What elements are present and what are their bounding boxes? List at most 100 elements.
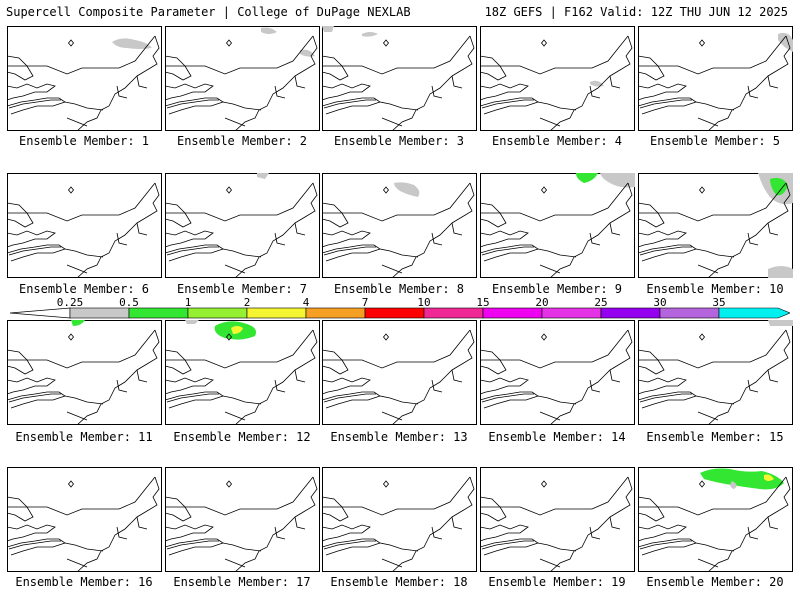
scp-shading xyxy=(730,481,737,489)
scp-shading xyxy=(768,266,793,278)
station-marker-icon xyxy=(698,480,706,488)
colorbar-tick-label: 30 xyxy=(653,296,667,309)
map-panel-member-1 xyxy=(7,26,162,131)
map-boundary xyxy=(7,97,66,115)
map-boundary xyxy=(537,542,577,552)
scp-shading xyxy=(300,49,315,57)
map-boundary xyxy=(222,101,262,111)
map-boundary xyxy=(697,558,719,568)
map-border xyxy=(7,467,162,572)
panel-label-member-9: Ensemble Member: 9 xyxy=(491,282,623,296)
scp-shading xyxy=(362,32,378,37)
map-boundary xyxy=(480,476,629,516)
panel-label-member-19: Ensemble Member: 19 xyxy=(488,575,626,589)
station-marker-icon xyxy=(698,333,706,341)
station-marker-icon xyxy=(540,186,548,194)
scp-shading xyxy=(71,320,85,326)
map-boundary xyxy=(539,411,561,421)
map-border xyxy=(480,467,635,572)
map-boundary xyxy=(8,393,61,403)
scp-shading xyxy=(700,468,784,490)
map-boundary xyxy=(639,99,692,109)
map-boundary xyxy=(707,182,791,278)
map-border xyxy=(7,173,162,278)
map-border xyxy=(638,320,793,425)
map-boundary xyxy=(165,230,214,248)
colorbar-tick-label: 4 xyxy=(302,296,310,309)
map-border xyxy=(322,320,477,425)
panel-label-member-13: Ensemble Member: 13 xyxy=(330,430,468,444)
map-boundary xyxy=(7,496,34,522)
map-boundary xyxy=(66,264,88,274)
map-svg xyxy=(165,320,320,425)
map-border xyxy=(480,320,635,425)
map-border xyxy=(638,26,793,131)
map-panel-member-12 xyxy=(165,320,320,425)
colorbar-segment xyxy=(541,307,602,319)
map-boundary xyxy=(381,411,403,421)
map-boundary xyxy=(234,329,318,425)
map-boundary xyxy=(64,395,104,405)
map-boundary xyxy=(7,524,56,542)
map-boundary xyxy=(589,526,601,540)
map-boundary xyxy=(8,99,61,109)
map-boundary xyxy=(480,329,629,369)
map-boundary xyxy=(165,244,224,262)
panel-label-member-12: Ensemble Member: 12 xyxy=(173,430,311,444)
map-boundary xyxy=(322,524,371,542)
colorbar-segment xyxy=(305,307,366,319)
scp-shading xyxy=(778,32,793,52)
map-boundary xyxy=(323,393,376,403)
scp-shading xyxy=(261,27,277,34)
map-boundary xyxy=(695,542,735,552)
map-boundary xyxy=(451,75,463,89)
map-svg xyxy=(322,26,477,131)
map-boundary xyxy=(165,476,314,516)
map-boundary xyxy=(165,391,224,409)
map-boundary xyxy=(116,232,128,246)
map-svg xyxy=(480,26,635,131)
map-boundary xyxy=(322,55,349,81)
map-boundary xyxy=(480,97,539,115)
map-boundary xyxy=(537,101,577,111)
map-svg xyxy=(638,467,793,572)
map-boundary xyxy=(274,232,286,246)
map-boundary xyxy=(695,101,735,111)
map-boundary xyxy=(165,83,214,101)
panel-label-member-11: Ensemble Member: 11 xyxy=(15,430,153,444)
map-boundary xyxy=(234,476,318,572)
map-panel-member-7 xyxy=(165,173,320,278)
map-boundary xyxy=(222,395,262,405)
panel-label-member-14: Ensemble Member: 14 xyxy=(488,430,626,444)
map-boundary xyxy=(480,377,529,395)
map-boundary xyxy=(480,496,507,522)
map-boundary xyxy=(322,202,349,228)
map-boundary xyxy=(322,476,471,516)
map-panel-member-19 xyxy=(480,467,635,572)
scp-shading xyxy=(257,173,269,179)
colorbar-tick-label: 2 xyxy=(243,296,251,309)
map-boundary xyxy=(549,182,633,278)
colorbar-segment xyxy=(423,307,484,319)
map-boundary xyxy=(638,83,687,101)
map-boundary xyxy=(381,558,403,568)
map-panel-member-3 xyxy=(322,26,477,131)
map-boundary xyxy=(66,117,88,127)
map-boundary xyxy=(7,182,156,222)
map-boundary xyxy=(116,526,128,540)
station-marker-icon xyxy=(67,480,75,488)
map-border xyxy=(165,26,320,131)
map-border xyxy=(7,320,162,425)
map-boundary xyxy=(7,349,34,375)
map-boundary xyxy=(7,35,156,75)
map-boundary xyxy=(480,230,529,248)
map-boundary xyxy=(638,391,697,409)
map-boundary xyxy=(480,83,529,101)
station-marker-icon xyxy=(698,39,706,47)
map-boundary xyxy=(322,35,471,75)
map-border xyxy=(322,467,477,572)
colorbar-segment xyxy=(659,307,720,319)
map-boundary xyxy=(431,526,443,540)
map-boundary xyxy=(76,329,160,425)
map-boundary xyxy=(224,264,246,274)
